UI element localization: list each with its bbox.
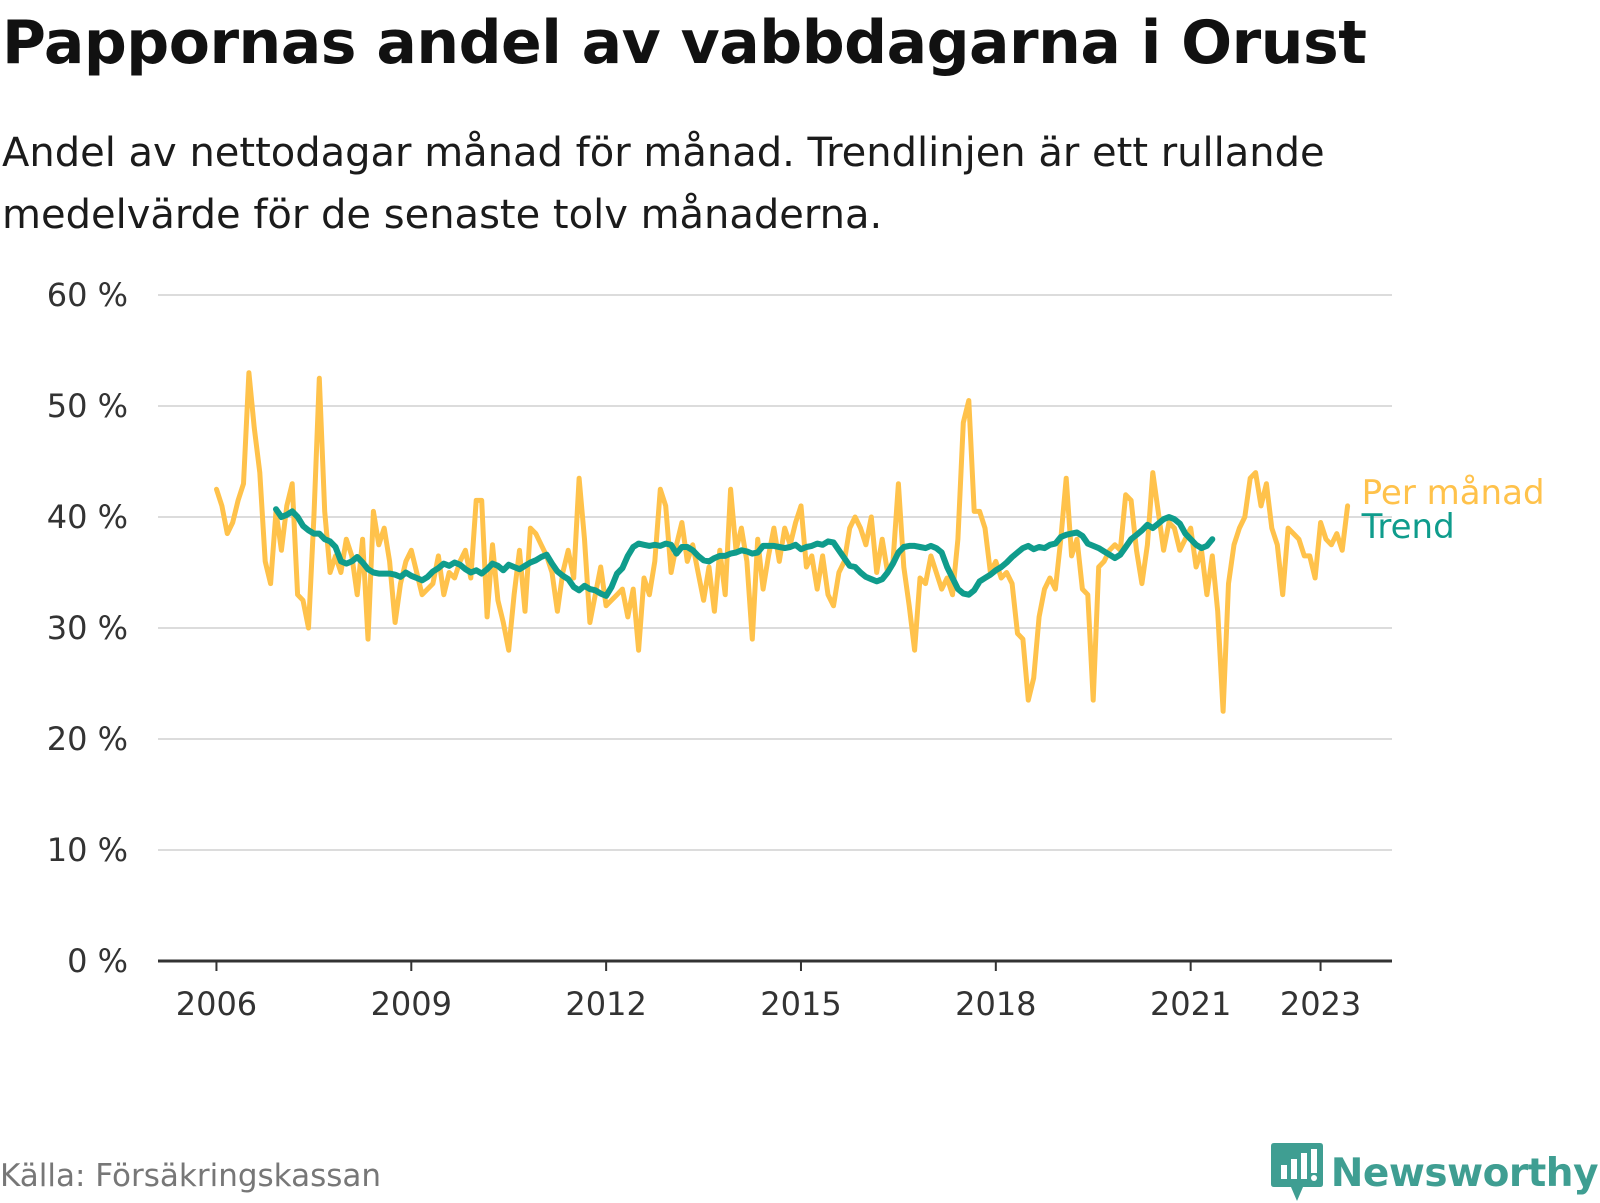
- x-tick-label: 2009: [371, 985, 452, 1023]
- x-tick-label: 2018: [955, 985, 1036, 1023]
- y-tick-label: 60 %: [47, 276, 128, 314]
- y-axis-labels: 0 % 10 % 20 % 30 % 40 % 50 % 60 %: [47, 276, 128, 980]
- series-line-trend: [273, 506, 1216, 599]
- newsworthy-logo: Newsworthy: [1270, 1143, 1599, 1203]
- y-tick-label: 40 %: [47, 498, 128, 536]
- x-tick-label: 2015: [760, 985, 841, 1023]
- x-axis: 2006 2009 2012 2015 2018 2021 2023: [158, 959, 1392, 1023]
- y-tick-label: 30 %: [47, 609, 128, 647]
- newsworthy-logo-icon: [1270, 1143, 1323, 1201]
- y-tick-label: 10 %: [47, 831, 128, 869]
- x-tick-label: 2021: [1150, 985, 1231, 1023]
- y-tick-label: 20 %: [47, 720, 128, 758]
- source-note: Källa: Försäkringskassan: [0, 1158, 382, 1194]
- y-tick-label: 50 %: [47, 387, 128, 425]
- x-tick-label: 2012: [565, 985, 646, 1023]
- series-lines: [214, 370, 1351, 714]
- legend-label-per-manad: Per månad: [1362, 473, 1545, 513]
- chart-title: Pappornas andel av vabbdagarna i Orust: [2, 8, 1367, 78]
- legend-label-trend: Trend: [1361, 507, 1455, 547]
- x-tick-label: 2023: [1280, 985, 1361, 1023]
- grid-lines: [158, 294, 1392, 851]
- chart-subtitle: Andel av nettodagar månad för månad. Tre…: [2, 130, 1325, 238]
- x-tick-label: 2006: [176, 985, 257, 1023]
- brand-name: Newsworthy: [1330, 1150, 1599, 1196]
- series-line-per-manad: [214, 370, 1351, 714]
- y-tick-label: 0 %: [67, 942, 128, 980]
